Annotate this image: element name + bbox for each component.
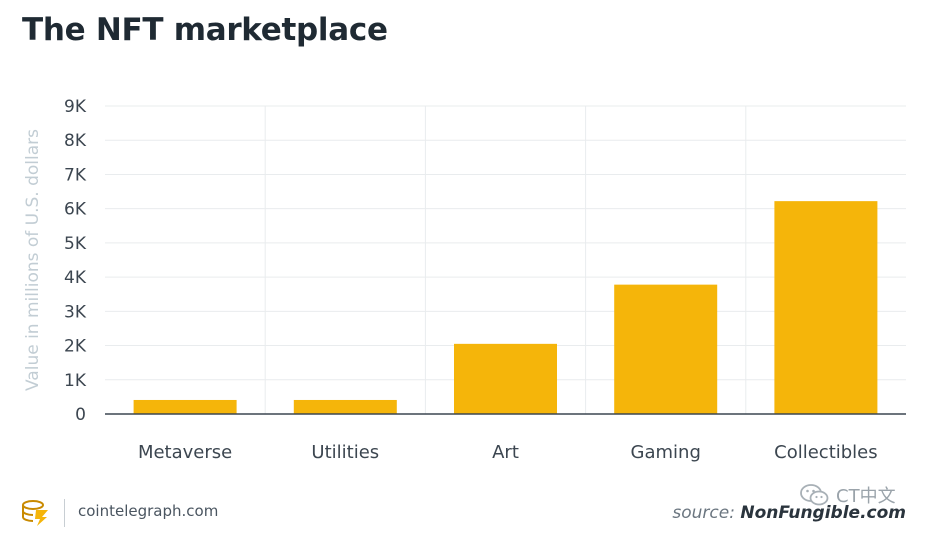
watermark-text: CT中文 (836, 486, 896, 507)
source-prefix: source: (672, 503, 735, 523)
x-tick-label: Gaming (631, 442, 701, 463)
bar-art (454, 343, 557, 414)
footer-divider (64, 499, 65, 527)
x-tick-label: Metaverse (138, 442, 232, 463)
source-name: NonFungible.com (740, 503, 906, 523)
x-tick-label: Utilities (311, 442, 379, 463)
y-axis-label: Value in millions of U.S. dollars (23, 129, 43, 391)
wechat-icon (800, 484, 829, 506)
y-tick-label: 1K (64, 371, 87, 391)
cointelegraph-logo-icon (22, 500, 48, 526)
footer-site-link[interactable]: cointelegraph.com (78, 502, 219, 520)
y-tick-label: 7K (64, 165, 87, 185)
x-tick-label: Collectibles (774, 442, 878, 463)
bar-metaverse (133, 399, 237, 414)
y-tick-label: 2K (64, 337, 87, 357)
chart-title: The NFT marketplace (22, 12, 388, 48)
bar-utilities (293, 399, 397, 414)
x-tick-label: Art (492, 442, 519, 463)
source-credit: source: NonFungible.com (672, 503, 906, 523)
y-tick-label: 6K (64, 200, 87, 220)
y-tick-label: 4K (64, 268, 87, 288)
y-tick-label: 9K (64, 97, 87, 117)
bar-collectibles (774, 201, 878, 414)
y-tick-label: 3K (64, 302, 87, 322)
y-tick-label: 8K (64, 131, 87, 151)
y-tick-label: 5K (64, 234, 87, 254)
bar-gaming (614, 284, 718, 414)
watermark: CT中文 (800, 482, 896, 508)
y-tick-label: 0 (75, 405, 86, 425)
